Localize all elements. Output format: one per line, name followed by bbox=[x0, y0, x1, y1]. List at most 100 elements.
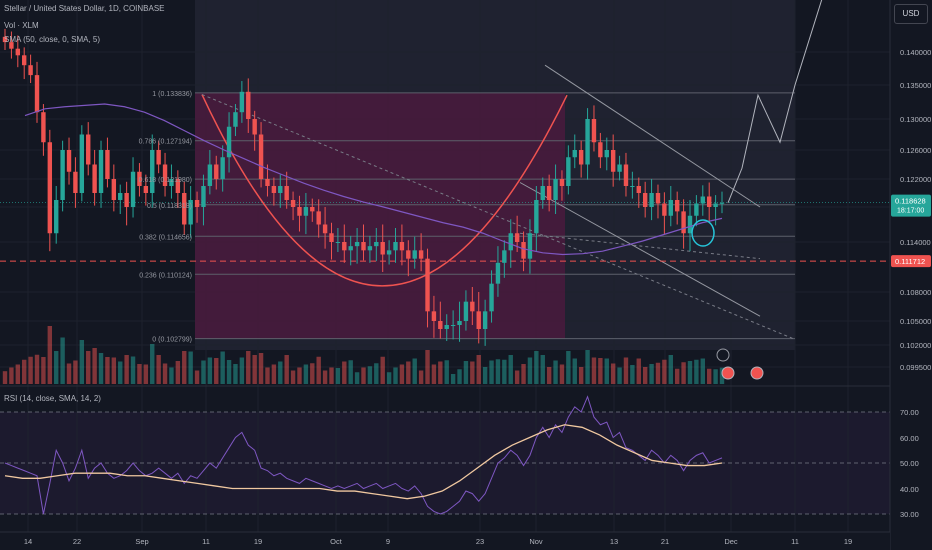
volume-bar bbox=[98, 353, 104, 384]
volume-bar bbox=[521, 364, 526, 384]
candles bbox=[2, 28, 725, 346]
volume-bar bbox=[316, 356, 321, 384]
candle-body bbox=[220, 157, 225, 179]
date-axis-bg bbox=[0, 532, 890, 550]
volume-bar bbox=[412, 358, 417, 384]
volume-bar bbox=[367, 366, 373, 384]
volume-bar bbox=[674, 368, 680, 384]
volume-legend[interactable]: Vol · XLM bbox=[4, 21, 39, 30]
volume-bar bbox=[92, 348, 97, 384]
candle-body bbox=[386, 250, 392, 255]
price-axis-bg bbox=[890, 0, 932, 550]
volume-bar bbox=[41, 357, 46, 384]
price-tick-label: 0.135000 bbox=[900, 81, 931, 90]
volume-bar bbox=[636, 358, 641, 384]
candle-body bbox=[252, 119, 257, 135]
fib-level-label: 0.382 (0.114656) bbox=[139, 234, 192, 241]
candle-body bbox=[175, 179, 181, 193]
sma-line bbox=[24, 103, 723, 256]
highlight-circle bbox=[691, 219, 715, 247]
volume-bar bbox=[105, 357, 110, 384]
volume-bar bbox=[201, 360, 206, 384]
volume-bar bbox=[310, 363, 315, 384]
candle-body bbox=[207, 164, 213, 186]
candle-body bbox=[367, 246, 373, 251]
candle-body bbox=[239, 91, 245, 113]
volume-bar bbox=[214, 358, 219, 384]
volume-bar bbox=[182, 351, 187, 384]
candle-body bbox=[111, 179, 117, 200]
volume-bar bbox=[585, 350, 590, 384]
price-tick-label: 0.102000 bbox=[900, 341, 931, 350]
fib-level-label: 0 (0.102799) bbox=[152, 337, 192, 344]
sma-legend[interactable]: SMA (50, close, 0, SMA, 5) bbox=[4, 35, 101, 44]
candle-body bbox=[15, 48, 21, 56]
candle-body bbox=[399, 242, 405, 251]
volume-bar bbox=[28, 356, 33, 384]
support-price-label: 0.111712 bbox=[895, 257, 925, 266]
price-tick-label: 0.105000 bbox=[900, 317, 931, 326]
candle-body bbox=[649, 193, 654, 207]
volume-bar bbox=[572, 358, 577, 384]
volume-bar bbox=[495, 359, 501, 384]
candle-body bbox=[642, 193, 648, 207]
volume-bar bbox=[47, 326, 53, 384]
candle-body bbox=[316, 211, 321, 225]
candle-body bbox=[22, 55, 27, 66]
date-tick-label: 14 bbox=[24, 537, 32, 546]
candle-body bbox=[482, 311, 488, 329]
volume-bar bbox=[450, 374, 456, 384]
fibonacci-labels: 1 (0.133836) 0.786 (0.127194) 0.618 (0.121… bbox=[139, 91, 192, 344]
symbol-legend[interactable]: Stellar / United States Dollar, 1D, COIN… bbox=[4, 4, 165, 13]
candle-body bbox=[700, 196, 705, 204]
volume-bars bbox=[2, 326, 725, 384]
volume-bar bbox=[431, 364, 437, 384]
candle-body bbox=[719, 202, 725, 204]
volume-bar bbox=[553, 360, 558, 384]
candle-body bbox=[674, 200, 680, 212]
candle-body bbox=[310, 207, 315, 212]
fib-level-label: 0.236 (0.110124) bbox=[139, 272, 192, 279]
volume-bar bbox=[617, 367, 622, 384]
candle-body bbox=[470, 301, 475, 312]
candle-body bbox=[284, 186, 289, 200]
cup-arc bbox=[201, 94, 568, 287]
candle-body bbox=[92, 164, 97, 193]
volume-bar bbox=[502, 359, 507, 384]
earnings-marker bbox=[750, 366, 764, 380]
candle-body bbox=[169, 179, 174, 186]
volume-bar bbox=[252, 355, 257, 384]
candle-body bbox=[258, 134, 264, 179]
candle-body bbox=[610, 150, 616, 172]
candle-body bbox=[271, 186, 277, 193]
volume-bar bbox=[591, 357, 597, 384]
candle-body bbox=[105, 150, 110, 179]
candle-body bbox=[124, 193, 129, 207]
date-tick-label: 11 bbox=[202, 537, 210, 546]
candle-body bbox=[412, 250, 417, 259]
volume-bar bbox=[188, 351, 193, 384]
currency-button[interactable]: USD bbox=[894, 4, 928, 24]
candle-body bbox=[9, 42, 14, 49]
fib-level-label: 0.786 (0.127194) bbox=[139, 139, 192, 146]
volume-bar bbox=[322, 370, 328, 384]
candle-body bbox=[188, 200, 193, 225]
rsi-tick-label: 50.00 bbox=[900, 459, 919, 468]
volume-bar bbox=[566, 351, 571, 384]
candle-body bbox=[495, 262, 501, 284]
volume-bar bbox=[226, 360, 232, 384]
rsi-legend[interactable]: RSI (14, close, SMA, 14, 2) bbox=[4, 394, 101, 403]
volume-bar bbox=[418, 370, 424, 384]
fib-box bbox=[195, 92, 565, 339]
date-tick-label: Oct bbox=[330, 537, 343, 546]
candle-body bbox=[585, 119, 590, 165]
volume-bar bbox=[297, 367, 302, 384]
candle-body bbox=[54, 200, 59, 234]
volume-bar bbox=[130, 356, 136, 384]
volume-bar bbox=[655, 362, 661, 384]
date-tick-label: 9 bbox=[386, 537, 390, 546]
date-tick-label: Nov bbox=[529, 537, 543, 546]
volume-bar bbox=[393, 367, 398, 384]
candle-body bbox=[630, 186, 635, 187]
